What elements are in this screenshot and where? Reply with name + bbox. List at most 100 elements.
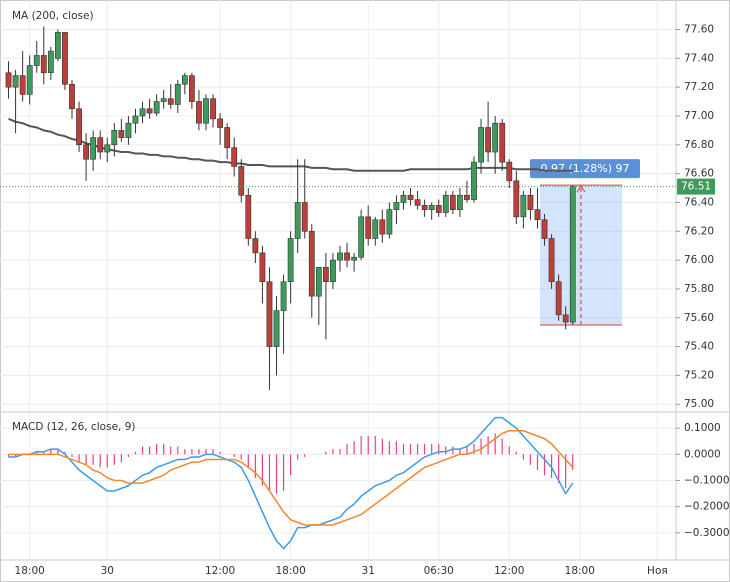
candle-body xyxy=(5,72,12,88)
candle-body xyxy=(344,252,350,261)
candle-body xyxy=(62,32,68,85)
candle-body xyxy=(54,32,61,59)
candle-body xyxy=(492,122,499,153)
candle-body xyxy=(196,101,202,124)
y-tick-label: 76.60 xyxy=(684,168,714,180)
ma-label: MA (200, close) xyxy=(12,10,94,22)
candle-body xyxy=(330,259,336,283)
y-tick-label: 76.40 xyxy=(684,196,714,208)
candle-body xyxy=(358,216,365,258)
y-tick-label: 77.00 xyxy=(684,110,714,122)
candle-body xyxy=(414,199,421,206)
candle-body xyxy=(301,202,308,232)
candle-body xyxy=(252,238,259,254)
macd-line xyxy=(8,416,574,550)
measure-arrow-head xyxy=(576,185,586,193)
candle-body xyxy=(33,55,40,66)
x-tick-label: Ноя xyxy=(647,565,668,577)
candle-body xyxy=(259,252,266,283)
candle-body xyxy=(548,238,555,283)
candle-body xyxy=(449,194,456,210)
y-tick-label: −0.1000 xyxy=(684,475,730,487)
y-tick-label: 0.1000 xyxy=(684,422,721,434)
y-tick-label: 75.40 xyxy=(684,341,714,353)
candle-body xyxy=(351,256,358,261)
measure-label: 0.97 (1.28%) 97 xyxy=(540,162,629,175)
y-tick-label: 76.80 xyxy=(684,139,714,151)
candle-body xyxy=(266,281,273,347)
candle-body xyxy=(273,310,280,347)
candle-body xyxy=(400,194,407,203)
candle-body xyxy=(111,130,118,146)
candle-body xyxy=(435,205,442,213)
y-tick-label: 75.60 xyxy=(684,312,714,324)
plot: 0.97 (1.28%) 97 xyxy=(0,26,676,550)
y-tick-label: 75.80 xyxy=(684,283,714,295)
candle-body xyxy=(365,216,372,239)
x-tick-label: 31 xyxy=(362,565,375,577)
candle-body xyxy=(40,55,47,74)
candle-body xyxy=(174,83,181,105)
candle-body xyxy=(118,130,125,138)
candle-body xyxy=(337,252,343,261)
candle-body xyxy=(83,144,90,160)
candle-body xyxy=(485,127,492,153)
candle-body xyxy=(471,161,477,200)
candle-body xyxy=(19,75,26,95)
candle-body xyxy=(527,194,534,210)
x-tick-label: 30 xyxy=(101,565,114,577)
y-tick-label: 75.20 xyxy=(684,369,714,381)
candle-body xyxy=(203,98,209,124)
candle-body xyxy=(294,202,301,239)
candle-body xyxy=(541,219,548,239)
y-tick-label: 77.60 xyxy=(684,24,714,36)
candle-body xyxy=(499,122,506,163)
y-tick-label: 77.20 xyxy=(684,81,714,93)
last-price-tag xyxy=(677,178,715,195)
candle-body xyxy=(210,98,216,120)
candle-body xyxy=(245,194,252,239)
candle-body xyxy=(160,98,167,102)
y-tick-label: 75.00 xyxy=(684,398,714,410)
candle-body xyxy=(139,108,146,117)
candle-body xyxy=(217,118,224,128)
candle-body xyxy=(104,144,111,153)
candle-body xyxy=(188,75,195,102)
macd-line xyxy=(8,430,574,526)
candle-body xyxy=(562,314,569,323)
candle-body xyxy=(372,219,379,239)
last-price-label: 76.51 xyxy=(681,181,711,193)
candle-body xyxy=(146,108,153,114)
x-tick-label: 18:00 xyxy=(275,565,305,577)
candle-body xyxy=(506,161,513,182)
candle-body xyxy=(12,75,19,88)
candle-body xyxy=(393,202,400,210)
candle-body xyxy=(26,65,33,95)
candle-body xyxy=(421,205,428,210)
candle-body xyxy=(407,194,414,200)
candle-body xyxy=(386,209,393,235)
candle-body xyxy=(478,127,484,163)
candle-body xyxy=(287,238,294,283)
x-tick-label: 12:00 xyxy=(205,565,235,577)
candle-body xyxy=(167,98,174,105)
candle-body xyxy=(569,186,576,323)
candle-body xyxy=(125,122,132,138)
candle-body xyxy=(231,147,238,167)
candle-body xyxy=(132,115,139,124)
x-tick-label: 18:00 xyxy=(15,565,45,577)
candle-body xyxy=(322,267,329,283)
candle-body xyxy=(315,267,322,297)
candle-body xyxy=(90,137,97,160)
x-tick-label: 12:00 xyxy=(494,565,524,577)
x-tick-label: 18:00 xyxy=(565,565,595,577)
y-tick-label: −0.2000 xyxy=(684,501,730,513)
candle-body xyxy=(534,209,541,221)
candle-body xyxy=(280,281,287,311)
candle-body xyxy=(456,194,463,210)
candle-body xyxy=(442,194,449,213)
candle-body xyxy=(428,205,435,210)
y-tick-label: 76.20 xyxy=(684,225,714,237)
candle-body xyxy=(97,137,104,153)
